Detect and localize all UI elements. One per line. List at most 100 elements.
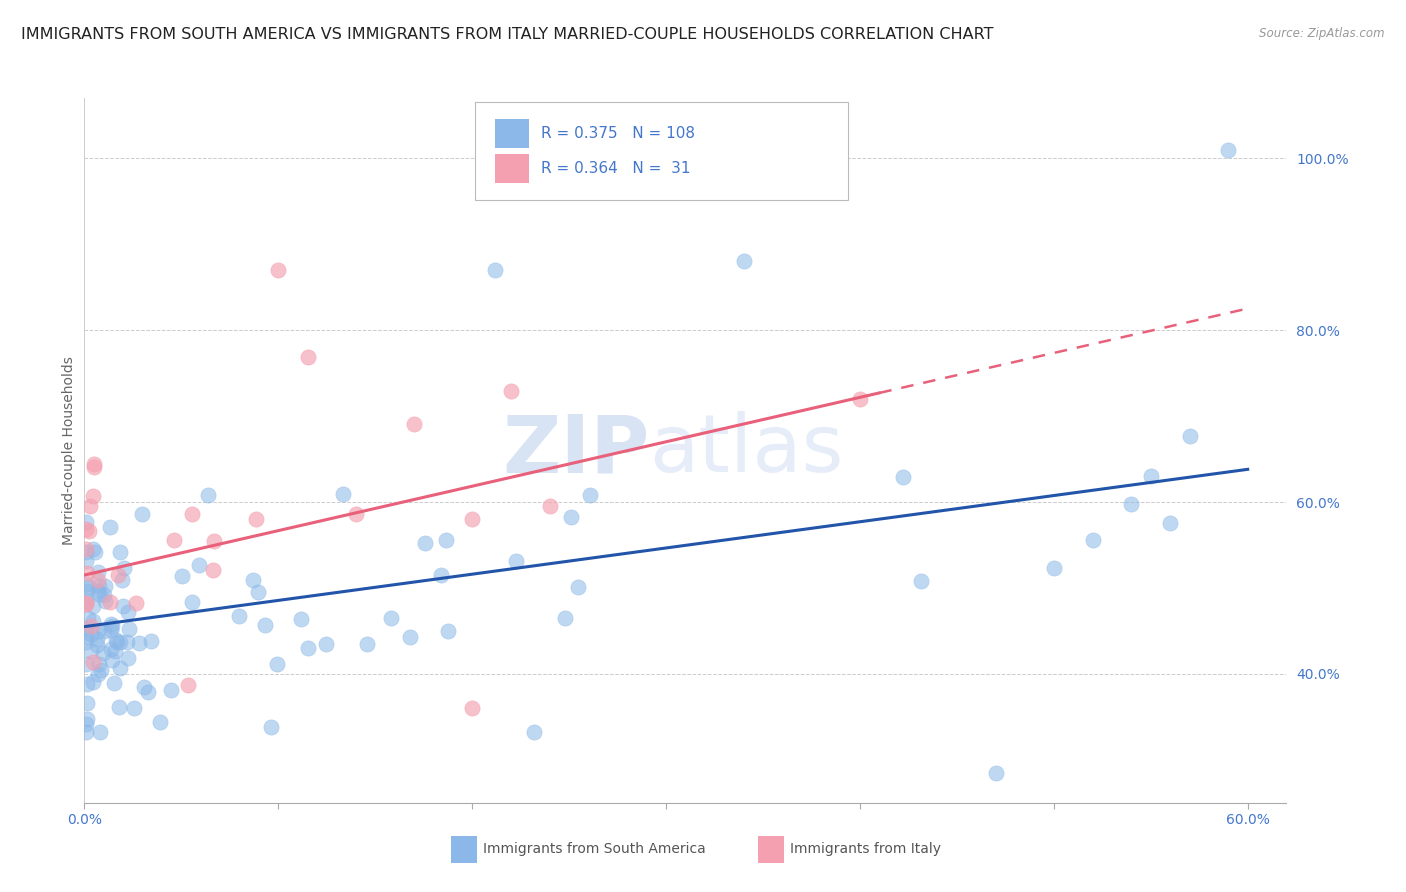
Point — [181, 507, 204, 521]
Point — [117, 651, 139, 665]
Point — [110, 545, 132, 559]
Point — [75, 576, 97, 591]
Point — [201, 563, 224, 577]
Point — [90, 663, 112, 677]
Point — [984, 765, 1007, 780]
Point — [344, 507, 367, 521]
Point — [849, 392, 872, 406]
Point — [1178, 428, 1201, 442]
Point — [461, 701, 484, 715]
Point — [437, 624, 460, 638]
Point — [1159, 516, 1181, 530]
Point — [83, 458, 105, 472]
Point — [76, 677, 98, 691]
Point — [91, 646, 114, 660]
Point — [86, 638, 108, 652]
Point — [429, 568, 451, 582]
Point — [125, 595, 148, 609]
Point — [132, 680, 155, 694]
Point — [75, 717, 97, 731]
Point — [131, 507, 153, 521]
Point — [82, 614, 104, 628]
Point — [82, 599, 104, 614]
Point — [76, 566, 98, 580]
Point — [80, 627, 103, 641]
Point — [228, 609, 250, 624]
Point — [75, 725, 97, 739]
Point — [315, 637, 337, 651]
Point — [82, 489, 104, 503]
Point — [75, 597, 97, 611]
Point — [89, 587, 111, 601]
Point — [82, 541, 104, 556]
Point — [75, 554, 97, 568]
Text: R = 0.364   N =  31: R = 0.364 N = 31 — [541, 161, 690, 176]
Point — [254, 617, 277, 632]
Point — [111, 573, 134, 587]
Point — [124, 700, 146, 714]
Point — [105, 633, 128, 648]
Point — [94, 593, 117, 607]
Point — [112, 561, 135, 575]
Point — [83, 544, 105, 558]
FancyBboxPatch shape — [758, 836, 785, 863]
Point — [1081, 533, 1104, 547]
Point — [402, 417, 425, 431]
Point — [579, 488, 602, 502]
Point — [80, 644, 103, 658]
Point — [197, 488, 219, 502]
Point — [1139, 469, 1161, 483]
Point — [149, 714, 172, 729]
Point — [538, 499, 561, 513]
Point — [87, 657, 110, 671]
Point — [434, 533, 457, 547]
Point — [108, 661, 131, 675]
Text: R = 0.375   N = 108: R = 0.375 N = 108 — [541, 126, 695, 141]
Point — [172, 569, 194, 583]
Point — [79, 499, 101, 513]
Point — [86, 632, 108, 646]
Point — [332, 487, 354, 501]
Point — [202, 533, 225, 548]
Point — [100, 641, 122, 656]
Point — [77, 524, 100, 538]
Point — [108, 635, 131, 649]
Point — [180, 595, 202, 609]
Point — [136, 685, 159, 699]
Point — [100, 623, 122, 637]
Point — [87, 579, 110, 593]
Point — [187, 558, 209, 573]
Point — [93, 624, 115, 639]
Point — [108, 699, 131, 714]
Point — [75, 515, 97, 529]
Point — [413, 536, 436, 550]
Point — [560, 509, 582, 524]
Point — [242, 574, 264, 588]
Point — [87, 573, 110, 587]
Point — [290, 612, 312, 626]
Point — [505, 554, 527, 568]
Point — [101, 619, 124, 633]
Point — [245, 512, 267, 526]
Y-axis label: Married-couple Households: Married-couple Households — [62, 356, 76, 545]
Point — [100, 616, 122, 631]
Point — [111, 599, 134, 613]
Point — [82, 655, 104, 669]
Point — [115, 635, 138, 649]
Point — [75, 596, 97, 610]
Point — [399, 630, 422, 644]
Point — [83, 459, 105, 474]
Point — [177, 677, 200, 691]
Point — [76, 583, 98, 598]
Point — [98, 520, 121, 534]
Point — [567, 580, 589, 594]
Point — [103, 675, 125, 690]
Point — [75, 635, 97, 649]
Point — [160, 683, 183, 698]
Point — [484, 263, 506, 277]
Point — [910, 574, 932, 589]
Point — [77, 580, 100, 594]
Point — [163, 533, 186, 548]
Point — [98, 595, 121, 609]
Point — [87, 583, 110, 598]
